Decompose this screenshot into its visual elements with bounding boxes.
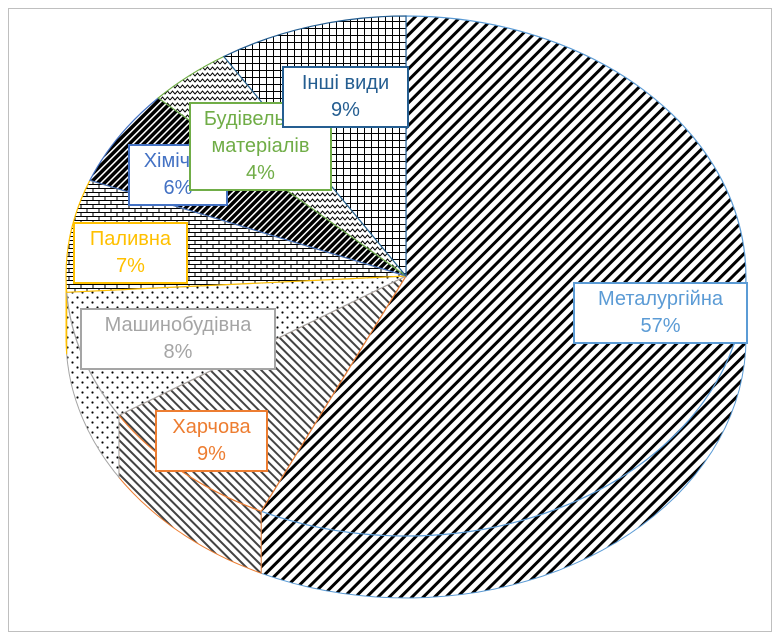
data-label-name: Харчова [172, 416, 251, 438]
data-label-value: 57% [640, 315, 681, 337]
data-label-name: Інші види [301, 72, 390, 94]
data-label-metallurgy: Металургійна 57% [573, 282, 748, 344]
data-label-building-materials: Будівельних матеріалів 4% [189, 102, 332, 191]
data-label-name-line2: матеріалів [211, 135, 310, 157]
data-label-name: Машинобудівна [104, 314, 252, 336]
data-label-name: Металургійна [597, 288, 724, 310]
data-label-value: 4% [246, 162, 275, 184]
data-label-other: Інші види 9% [282, 66, 409, 128]
data-label-value: 9% [197, 443, 226, 465]
data-label-food: Харчова 9% [155, 410, 268, 472]
data-label-value: 7% [116, 255, 145, 277]
data-label-value: 6% [163, 177, 193, 199]
data-label-value: 9% [331, 99, 360, 121]
data-label-machine-building: Машинобудівна 8% [80, 308, 276, 370]
data-label-fuel: Паливна 7% [73, 222, 188, 284]
data-label-name: Паливна [89, 228, 172, 250]
data-label-value: 8% [163, 341, 193, 363]
